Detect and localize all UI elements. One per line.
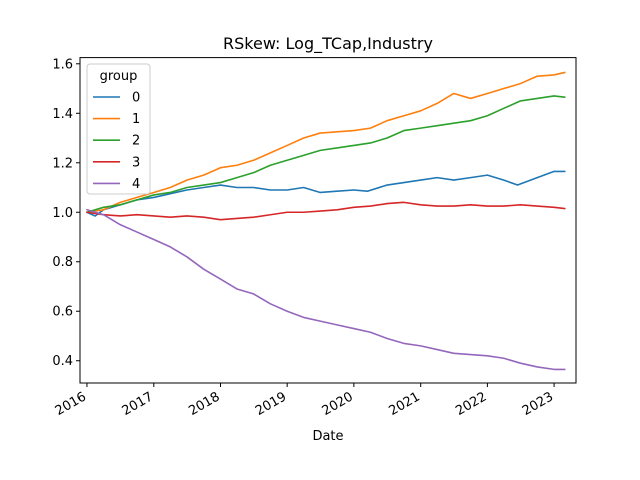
legend: group 0 1 2 3 4 bbox=[86, 63, 151, 195]
series-line-0 bbox=[86, 170, 566, 217]
y-tick-label: 0.6 bbox=[52, 305, 73, 320]
x-tick-label: 2022 bbox=[453, 389, 489, 419]
x-tick-label: 2021 bbox=[387, 389, 423, 419]
legend-entries: 0 1 2 3 4 bbox=[93, 91, 140, 192]
x-tick-label: 2017 bbox=[120, 389, 156, 419]
legend-title: group bbox=[100, 69, 138, 84]
plot-area bbox=[86, 71, 566, 371]
x-tick-label: 2016 bbox=[53, 389, 89, 419]
x-tick-label: 2023 bbox=[520, 389, 556, 419]
y-tick-label: 1.6 bbox=[52, 57, 73, 72]
legend-label-2: 2 bbox=[132, 134, 140, 149]
y-tick-label: 0.4 bbox=[52, 354, 73, 369]
series-line-3 bbox=[86, 201, 566, 221]
y-tick-label: 1.0 bbox=[52, 206, 73, 221]
series-line-2 bbox=[86, 95, 566, 214]
x-axis-label: Date bbox=[312, 429, 343, 444]
series-line-4 bbox=[86, 208, 566, 371]
y-axis: 0.4 0.6 0.8 1.0 1.2 1.4 1.6 bbox=[52, 57, 80, 369]
y-tick-label: 1.2 bbox=[52, 156, 73, 171]
series-line-1 bbox=[86, 71, 566, 214]
x-axis: 2016 2017 2018 2019 2020 2021 2022 2023 bbox=[53, 383, 556, 419]
x-tick-label: 2020 bbox=[320, 389, 356, 419]
legend-label-1: 1 bbox=[132, 112, 140, 127]
x-tick-label: 2019 bbox=[253, 389, 289, 419]
axes-frame bbox=[79, 57, 577, 384]
x-tick-label: 2018 bbox=[186, 389, 222, 419]
y-tick-label: 0.8 bbox=[52, 255, 73, 270]
legend-label-3: 3 bbox=[132, 155, 140, 170]
legend-label-0: 0 bbox=[132, 91, 140, 106]
y-tick-label: 1.4 bbox=[52, 107, 73, 122]
legend-label-4: 4 bbox=[132, 177, 140, 192]
chart-title: RSkew: Log_TCap,Industry bbox=[223, 34, 433, 54]
